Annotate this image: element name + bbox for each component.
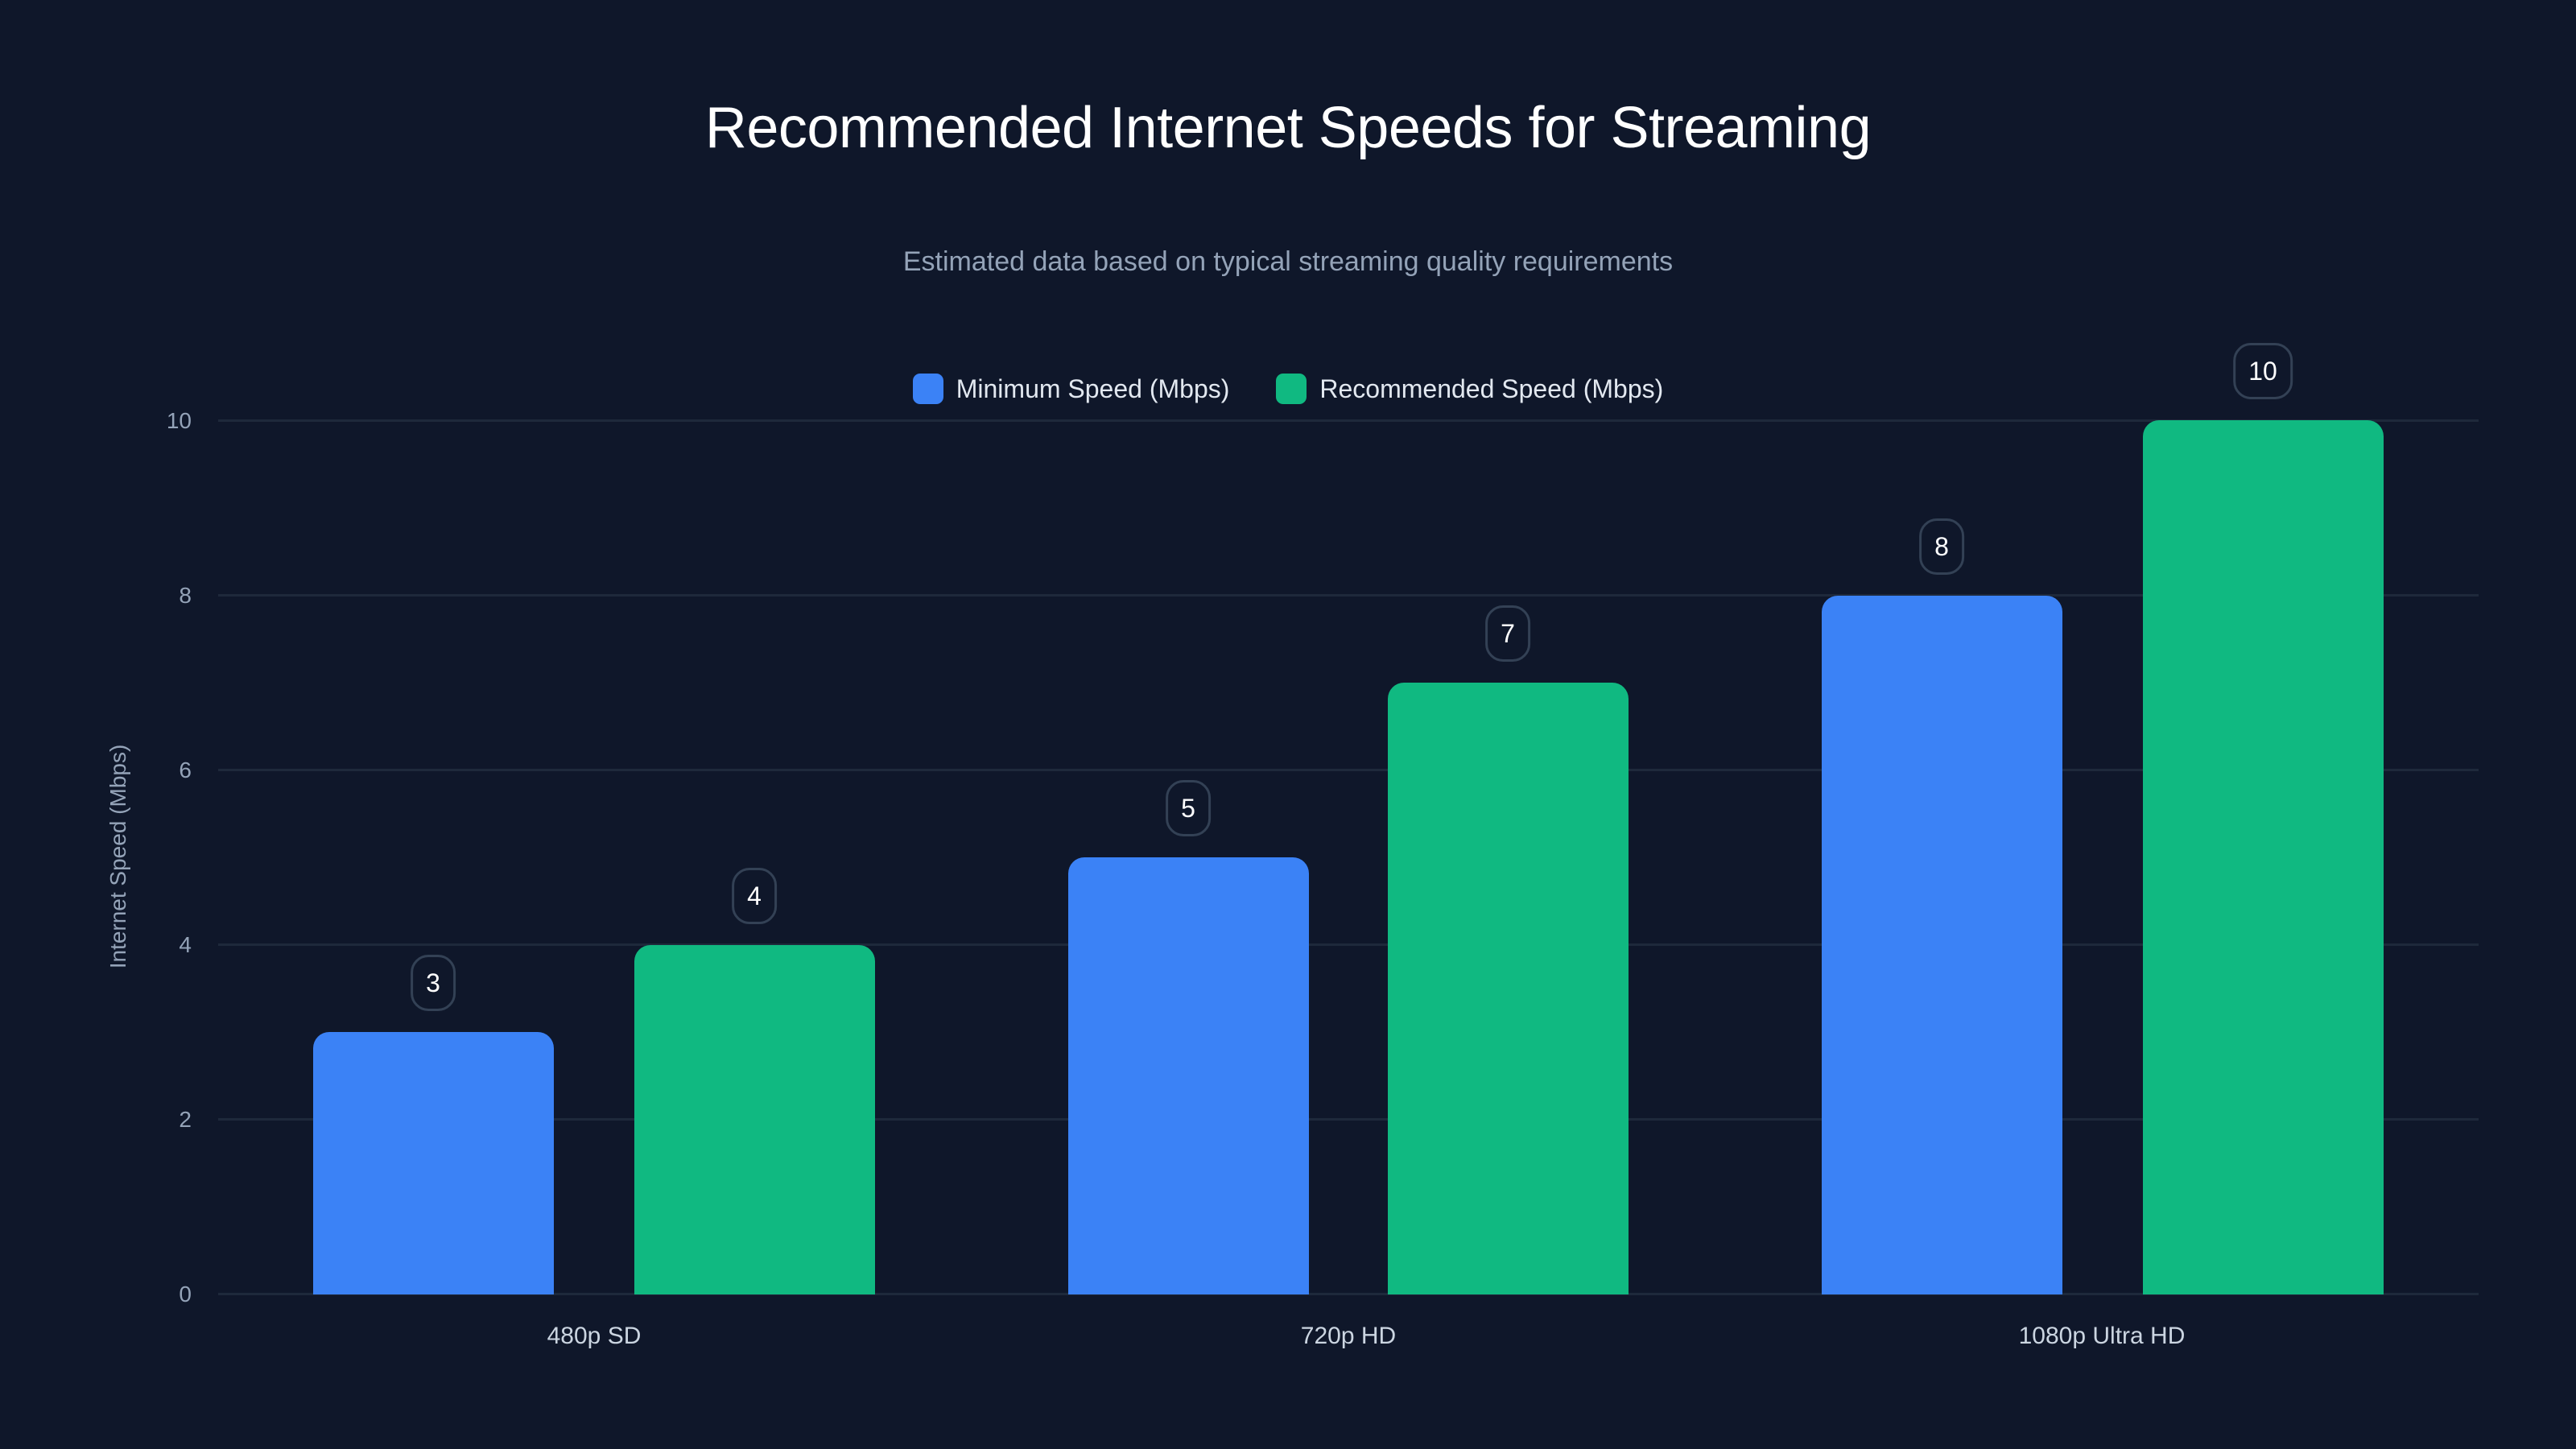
x-label-720p: 720p HD <box>1300 1323 1397 1349</box>
y-tick-10: 10 <box>166 408 192 433</box>
legend-swatch-minimum <box>912 374 943 404</box>
value-label-minimum-480p: 3 <box>411 955 456 1011</box>
y-tick-4: 4 <box>179 932 192 957</box>
bar-recommended-720p[interactable] <box>1388 683 1629 1294</box>
y-tick-6: 6 <box>179 758 192 782</box>
gridline-4 <box>218 943 2479 946</box>
value-label-recommended-480p: 4 <box>732 868 777 924</box>
legend-label-recommended: Recommended Speed (Mbps) <box>1319 374 1664 403</box>
bar-recommended-480p[interactable] <box>634 945 875 1294</box>
plot-area: 3 4 5 7 8 10 <box>218 343 2479 1295</box>
chart-title: Recommended Internet Speeds for Streamin… <box>704 96 1872 160</box>
legend: Minimum Speed (Mbps) Recommended Speed (… <box>0 374 2576 404</box>
legend-item-minimum[interactable]: Minimum Speed (Mbps) <box>912 374 1230 404</box>
value-label-minimum-1080p: 8 <box>1919 518 1964 575</box>
bar-group-720p: 5 7 <box>972 420 1725 1294</box>
legend-item-recommended[interactable]: Recommended Speed (Mbps) <box>1276 374 1663 404</box>
chart-subtitle: Estimated data based on typical streamin… <box>902 246 1674 277</box>
bar-recommended-1080p[interactable] <box>2143 420 2384 1294</box>
y-tick-2: 2 <box>179 1107 192 1132</box>
bar-minimum-480p[interactable] <box>313 1032 554 1294</box>
x-label-480p: 480p SD <box>547 1323 642 1349</box>
bar-minimum-720p[interactable] <box>1068 857 1309 1294</box>
y-tick-0: 0 <box>179 1282 192 1307</box>
bar-group-480p: 3 4 <box>218 420 972 1294</box>
value-label-recommended-1080p: 10 <box>2233 343 2293 399</box>
bar-minimum-1080p[interactable] <box>1822 596 2062 1294</box>
gridline-2 <box>218 1118 2479 1121</box>
value-label-minimum-720p: 5 <box>1166 780 1211 836</box>
bar-group-1080p: 8 10 <box>1725 343 2479 1294</box>
legend-label-minimum: Minimum Speed (Mbps) <box>956 374 1230 403</box>
legend-swatch-recommended <box>1276 374 1307 404</box>
gridline-8 <box>218 594 2479 597</box>
gridline-6 <box>218 769 2479 771</box>
gridline-0 <box>218 1293 2479 1295</box>
value-label-recommended-720p: 7 <box>1485 605 1530 662</box>
gridline-10 <box>218 419 2479 422</box>
y-tick-8: 8 <box>179 583 192 608</box>
x-label-1080p: 1080p Ultra HD <box>2018 1323 2186 1349</box>
